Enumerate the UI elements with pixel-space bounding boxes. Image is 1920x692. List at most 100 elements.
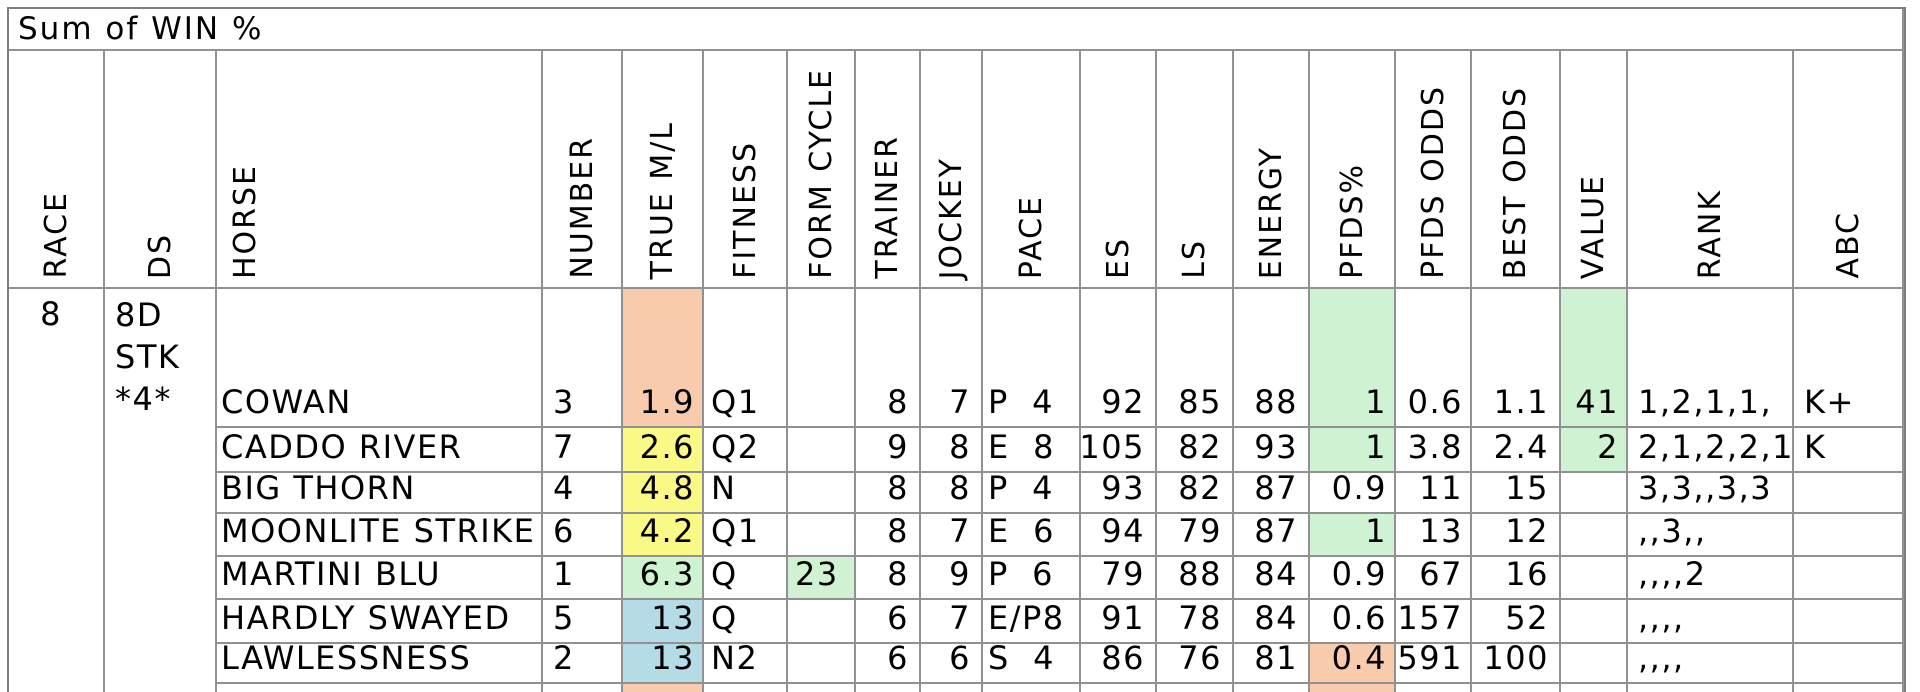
cell-form-cycle[interactable] — [788, 600, 856, 644]
cell-energy[interactable]: 87 — [1234, 469, 1310, 514]
cell-trainer[interactable]: 8 — [856, 469, 921, 514]
cell-horse[interactable]: MARTINI BLU — [217, 555, 543, 600]
cell-abc[interactable] — [1794, 684, 1904, 692]
cell-energy[interactable]: 93 — [1234, 428, 1310, 473]
cell-jockey[interactable] — [921, 684, 983, 692]
cell-true-ml[interactable] — [623, 684, 704, 692]
cell-pfds-pct[interactable] — [1310, 684, 1396, 692]
cell-pfds-pct[interactable]: 0.9 — [1310, 555, 1396, 600]
cell-abc[interactable] — [1794, 514, 1904, 557]
cell-pfds-odds[interactable]: 67 — [1396, 555, 1472, 600]
cell-horse[interactable]: MOONLITE STRIKE — [217, 512, 543, 557]
cell-number[interactable]: 3 — [543, 289, 623, 428]
header-form-cycle[interactable]: FORM CYCLE — [788, 51, 856, 289]
cell-ls[interactable] — [1157, 684, 1234, 692]
cell-pfds-odds[interactable]: 157 — [1396, 599, 1472, 644]
cell-pfds-odds[interactable]: 11 — [1396, 469, 1472, 514]
cell-best-odds[interactable]: 12 — [1472, 512, 1561, 557]
cell-ls[interactable]: 85 — [1157, 289, 1234, 428]
cell-number[interactable]: 7 — [543, 428, 623, 473]
cell-best-odds[interactable]: 15 — [1472, 469, 1561, 514]
cell-fitness[interactable]: Q1 — [704, 512, 788, 557]
cell-form-cycle[interactable] — [788, 684, 856, 692]
cell-rank[interactable]: 1,2,1,1, — [1628, 289, 1794, 428]
cell-energy[interactable]: 87 — [1234, 512, 1310, 557]
cell-rank[interactable]: ,,,,2 — [1628, 555, 1794, 600]
cell-rank[interactable] — [1628, 684, 1794, 692]
header-es[interactable]: ES — [1081, 51, 1157, 289]
cell-rank[interactable]: 3,3,,3,3 — [1628, 469, 1794, 514]
cell-value[interactable] — [1561, 644, 1628, 684]
cell-pfds-odds[interactable]: 3.8 — [1396, 428, 1472, 473]
header-energy[interactable]: ENERGY — [1234, 51, 1310, 289]
cell-ls[interactable]: 82 — [1157, 469, 1234, 514]
header-number[interactable]: NUMBER — [543, 51, 623, 289]
cell-es[interactable]: 92 — [1081, 289, 1157, 428]
header-horse[interactable]: HORSE — [217, 51, 543, 289]
cell-value[interactable] — [1561, 600, 1628, 644]
cell-race-number[interactable]: 8 — [9, 289, 105, 692]
cell-value[interactable]: 2 — [1561, 428, 1628, 473]
cell-value[interactable] — [1561, 473, 1628, 514]
cell-pfds-pct[interactable]: 0.6 — [1310, 599, 1396, 644]
cell-jockey[interactable]: 7 — [921, 512, 983, 557]
cell-abc[interactable]: K — [1794, 428, 1904, 473]
header-trainer[interactable]: TRAINER — [856, 51, 921, 289]
cell-abc[interactable] — [1794, 557, 1904, 600]
cell-form-cycle[interactable] — [788, 644, 856, 684]
cell-ls[interactable]: 76 — [1157, 639, 1234, 684]
cell-form-cycle[interactable] — [788, 473, 856, 514]
cell-pfds-odds[interactable]: 591 — [1396, 639, 1472, 684]
cell-pace[interactable]: P 4 — [983, 289, 1081, 428]
cell-best-odds[interactable]: 2.4 — [1472, 428, 1561, 473]
cell-pfds-pct[interactable]: 0.4 — [1310, 639, 1396, 684]
cell-energy[interactable]: 84 — [1234, 555, 1310, 600]
cell-horse[interactable]: COWAN — [217, 289, 543, 428]
cell-es[interactable]: 86 — [1081, 639, 1157, 684]
cell-jockey[interactable]: 7 — [921, 289, 983, 428]
cell-number[interactable] — [543, 684, 623, 692]
cell-fitness[interactable]: Q1 — [704, 289, 788, 428]
cell-value[interactable] — [1561, 514, 1628, 557]
cell-true-ml[interactable]: 4.2 — [623, 512, 704, 557]
cell-pfds-pct[interactable]: 1 — [1310, 428, 1396, 473]
cell-trainer[interactable]: 9 — [856, 428, 921, 473]
cell-es[interactable]: 79 — [1081, 555, 1157, 600]
header-fitness[interactable]: FITNESS — [704, 51, 788, 289]
cell-value[interactable]: 41 — [1561, 289, 1628, 428]
cell-ls[interactable]: 88 — [1157, 555, 1234, 600]
cell-ls[interactable]: 78 — [1157, 599, 1234, 644]
cell-energy[interactable]: 84 — [1234, 599, 1310, 644]
header-pace[interactable]: PACE — [983, 51, 1081, 289]
cell-jockey[interactable]: 8 — [921, 469, 983, 514]
cell-fitness[interactable]: N2 — [704, 639, 788, 684]
cell-trainer[interactable]: 6 — [856, 639, 921, 684]
cell-form-cycle[interactable]: 23 — [788, 555, 856, 600]
cell-pfds-pct[interactable]: 1 — [1310, 289, 1396, 428]
cell-fitness[interactable]: N — [704, 469, 788, 514]
cell-race-ds[interactable]: 8D STK *4* — [105, 289, 217, 692]
cell-pace[interactable]: E 8 — [983, 428, 1081, 473]
cell-trainer[interactable]: 8 — [856, 289, 921, 428]
cell-fitness[interactable] — [704, 684, 788, 692]
cell-energy[interactable]: 88 — [1234, 289, 1310, 428]
cell-es[interactable]: 105 — [1079, 428, 1157, 473]
cell-pfds-pct[interactable]: 0.9 — [1310, 469, 1396, 514]
cell-number[interactable]: 4 — [543, 469, 623, 514]
cell-rank[interactable]: ,,3,, — [1628, 512, 1794, 557]
cell-jockey[interactable]: 7 — [921, 599, 983, 644]
cell-true-ml[interactable]: 2.6 — [623, 428, 704, 473]
cell-es[interactable]: 91 — [1081, 599, 1157, 644]
cell-abc[interactable] — [1794, 600, 1904, 644]
cell-fitness[interactable]: Q — [704, 599, 788, 644]
cell-horse[interactable]: HARDLY SWAYED — [217, 599, 543, 644]
cell-horse[interactable]: LAWLESSNESS — [217, 639, 543, 684]
header-ds[interactable]: DS — [105, 51, 217, 289]
cell-value[interactable] — [1561, 557, 1628, 600]
cell-best-odds[interactable]: 52 — [1472, 599, 1561, 644]
cell-trainer[interactable]: 8 — [856, 555, 921, 600]
cell-true-ml[interactable]: 13 — [623, 599, 704, 644]
cell-true-ml[interactable]: 6.3 — [623, 555, 704, 600]
cell-energy[interactable]: 81 — [1234, 639, 1310, 684]
cell-horse[interactable] — [217, 684, 543, 692]
